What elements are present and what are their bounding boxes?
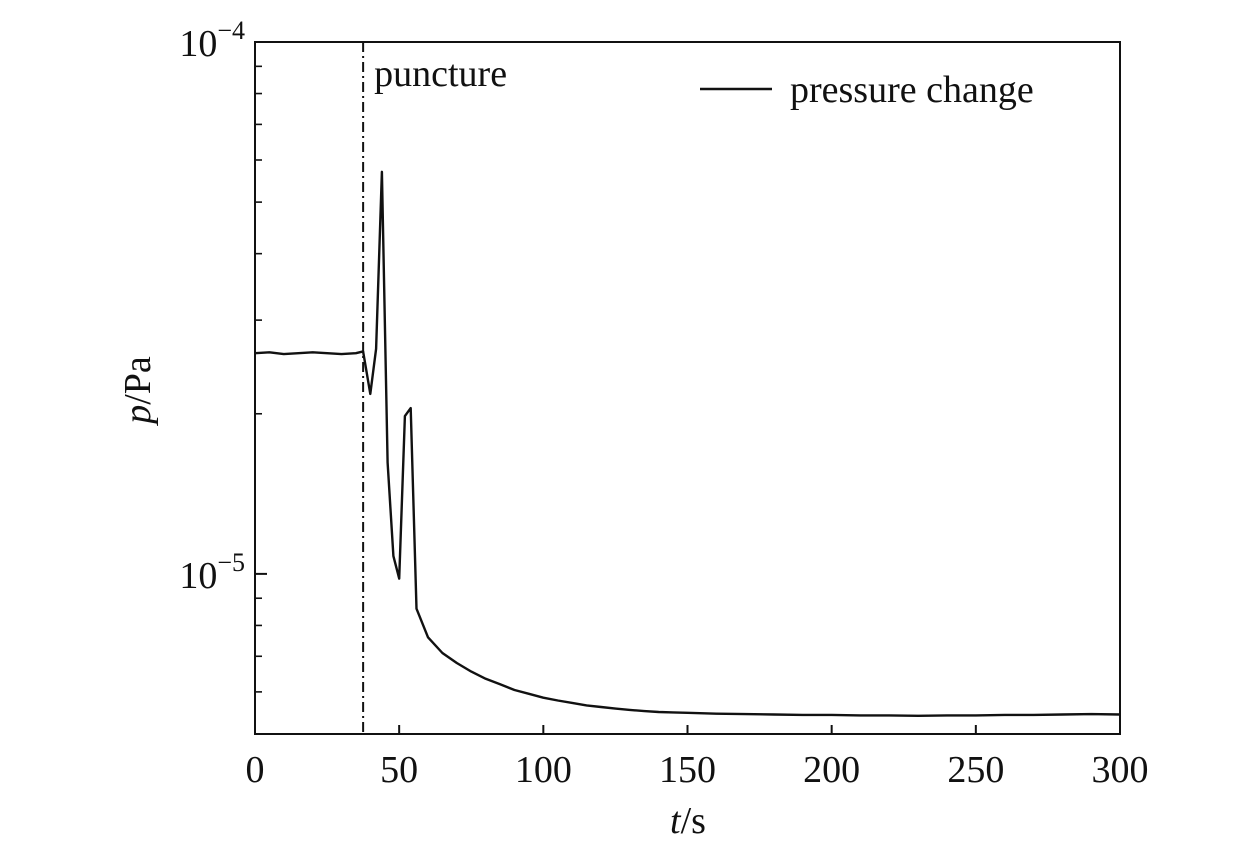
series-line-pressure-change xyxy=(254,170,1121,717)
x-tick-label-200: 200 xyxy=(803,749,860,791)
y-tick-label-1: 10−4 xyxy=(179,16,245,65)
plot-frame xyxy=(254,41,1121,735)
x-tick-label-50: 50 xyxy=(380,749,418,791)
x-axis: 0 50 100 150 200 250 300 xyxy=(246,725,1149,791)
x-tick-label-100: 100 xyxy=(515,749,572,791)
x-tick-label-250: 250 xyxy=(947,749,1004,791)
x-axis-title: t/s xyxy=(670,800,706,842)
x-tick-label-0: 0 xyxy=(246,749,265,791)
legend-label: pressure change xyxy=(790,69,1034,111)
y-axis-title: p/Pa xyxy=(117,356,159,427)
y-tick-label-0: 10−5 xyxy=(179,548,245,597)
x-tick-label-300: 300 xyxy=(1092,749,1149,791)
annotations: puncture xyxy=(362,42,507,734)
x-tick-label-150: 150 xyxy=(659,749,716,791)
y-axis: 10−5 10−4 xyxy=(179,16,267,693)
puncture-label: puncture xyxy=(374,53,507,95)
legend: pressure change xyxy=(700,69,1034,111)
